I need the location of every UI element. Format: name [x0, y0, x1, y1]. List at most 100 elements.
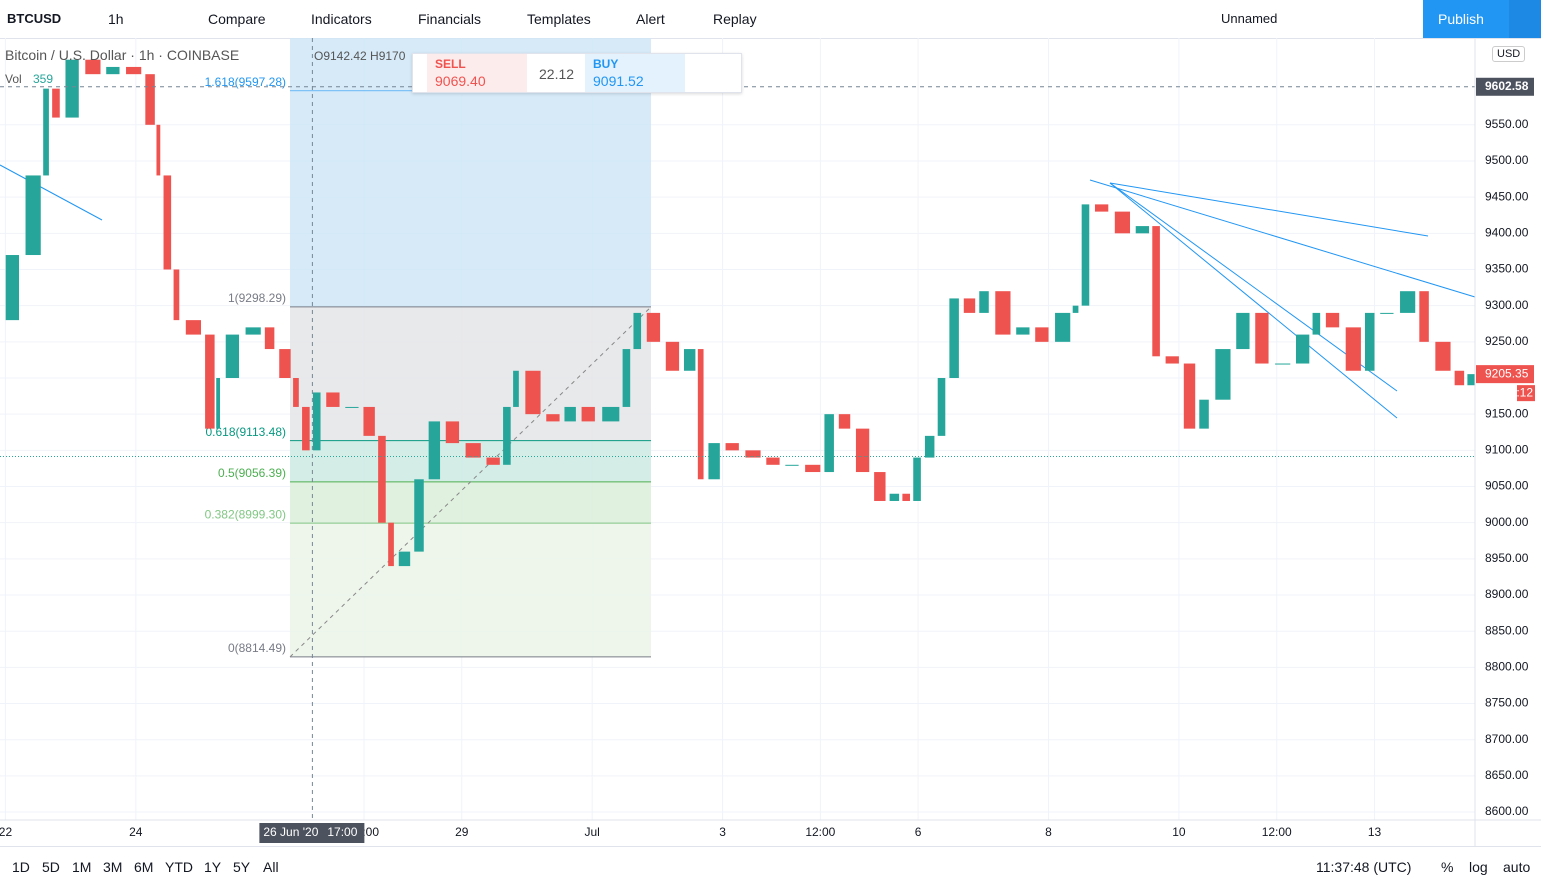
- interval[interactable]: 1h: [108, 11, 124, 27]
- tool[interactable]: Replay: [713, 11, 757, 27]
- buy-label[interactable]: BUY: [593, 57, 619, 71]
- range-button[interactable]: 1D: [12, 859, 30, 875]
- candle: [503, 406, 511, 465]
- candle: [1152, 226, 1160, 357]
- y-tick-label: 9150.00: [1485, 406, 1529, 420]
- candle: [163, 175, 172, 270]
- candle: [465, 443, 481, 458]
- candle: [1135, 226, 1150, 234]
- tool[interactable]: Templates: [527, 11, 591, 27]
- sell-button[interactable]: [427, 54, 527, 92]
- x-tick-label: Jul: [585, 825, 600, 839]
- candle: [279, 349, 291, 378]
- candle: [326, 392, 340, 407]
- candle: [1236, 312, 1250, 350]
- last-price-badge: [1476, 365, 1534, 384]
- x-tick-label: 13: [1368, 825, 1382, 839]
- range-button[interactable]: 5D: [42, 859, 60, 875]
- scale-option[interactable]: log: [1469, 859, 1488, 875]
- legend-title: Bitcoin / U.S. Dollar · 1h · COINBASE: [5, 47, 240, 63]
- range-button[interactable]: All: [263, 859, 279, 875]
- candle: [345, 406, 359, 408]
- publish-label[interactable]: Publish: [1438, 11, 1484, 27]
- countdown-badge: [1517, 385, 1535, 402]
- fib-label: 0.5(9056.39): [218, 466, 286, 480]
- candle: [245, 327, 261, 335]
- candle: [85, 59, 101, 75]
- tool[interactable]: Compare: [208, 11, 266, 27]
- price-badge: [1476, 77, 1534, 96]
- layout-name[interactable]: Unnamed: [1221, 11, 1278, 26]
- candle: [1199, 399, 1209, 429]
- fib-zone: [290, 90, 651, 307]
- candle: [302, 406, 310, 451]
- range-button[interactable]: 1M: [72, 859, 92, 875]
- candle: [173, 269, 180, 321]
- range-button[interactable]: 1Y: [204, 859, 222, 875]
- x-tick-label: 10: [1172, 825, 1186, 839]
- x-tick-label: 22: [0, 825, 12, 839]
- candle: [225, 334, 240, 378]
- candle: [106, 66, 120, 75]
- buy-button[interactable]: [585, 54, 685, 92]
- range-button[interactable]: 3M: [103, 859, 123, 875]
- vol-label: Vol: [5, 72, 22, 86]
- candle: [564, 406, 576, 422]
- candle: [602, 406, 620, 422]
- candle: [785, 464, 799, 466]
- candle: [145, 74, 155, 125]
- range-button[interactable]: YTD: [165, 859, 193, 875]
- play-button[interactable]: [1509, 0, 1541, 38]
- scale-option[interactable]: auto: [1503, 859, 1531, 875]
- x-tick-label: 8: [1045, 825, 1052, 839]
- price-badge-text: 9602.58: [1485, 79, 1529, 93]
- last-price-text: 9205.35: [1485, 366, 1529, 380]
- candle: [25, 175, 41, 256]
- y-tick-label: 8650.00: [1485, 768, 1529, 782]
- candle: [874, 472, 886, 501]
- fib-label: 0(8814.49): [228, 641, 286, 655]
- scale-option[interactable]: %: [1441, 859, 1454, 875]
- y-tick-label: 9250.00: [1485, 334, 1529, 348]
- candle: [633, 312, 642, 350]
- y-tick-label: 9100.00: [1485, 443, 1529, 457]
- candle: [185, 320, 202, 335]
- tool[interactable]: Financials: [418, 11, 482, 27]
- candle: [937, 378, 946, 436]
- y-tick-label: 8900.00: [1485, 587, 1529, 601]
- symbol[interactable]: BTCUSD: [7, 11, 62, 26]
- currency[interactable]: USD: [1492, 46, 1526, 62]
- y-tick-label: 9300.00: [1485, 298, 1529, 312]
- range-button[interactable]: 6M: [134, 859, 154, 875]
- candle: [525, 370, 541, 415]
- range-button[interactable]: 5Y: [233, 859, 251, 875]
- publish-button[interactable]: [1423, 0, 1509, 38]
- candle: [725, 443, 739, 451]
- candle: [963, 298, 976, 313]
- candle: [665, 341, 680, 371]
- candle: [1364, 312, 1375, 371]
- trade-widget: SELL 9069.40 22.12 BUY 9091.52: [412, 53, 742, 93]
- sell-price[interactable]: 9069.40: [435, 73, 486, 89]
- tool[interactable]: Indicators: [311, 11, 372, 27]
- fib-trend: [289, 306, 652, 658]
- tool[interactable]: Alert: [636, 11, 665, 27]
- x-tick-label: 12:00: [805, 825, 835, 839]
- candle: [264, 327, 275, 350]
- y-tick-label: 9050.00: [1485, 479, 1529, 493]
- trend-line: [1109, 182, 1398, 419]
- candle: [708, 443, 720, 480]
- sell-label[interactable]: SELL: [435, 57, 466, 71]
- candle: [52, 88, 60, 118]
- candle: [1400, 291, 1416, 313]
- time-badge-date: 26 Jun '20: [263, 825, 318, 839]
- buy-price[interactable]: 9091.52: [593, 73, 644, 89]
- candle: [1325, 312, 1340, 328]
- y-tick-label: 9550.00: [1485, 117, 1529, 131]
- x-tick-label: 29: [455, 825, 469, 839]
- candle: [216, 378, 221, 429]
- candle: [388, 522, 394, 567]
- countdown-text: 22:12: [1503, 385, 1533, 399]
- fib-label: 1.618(9597.28): [205, 75, 286, 89]
